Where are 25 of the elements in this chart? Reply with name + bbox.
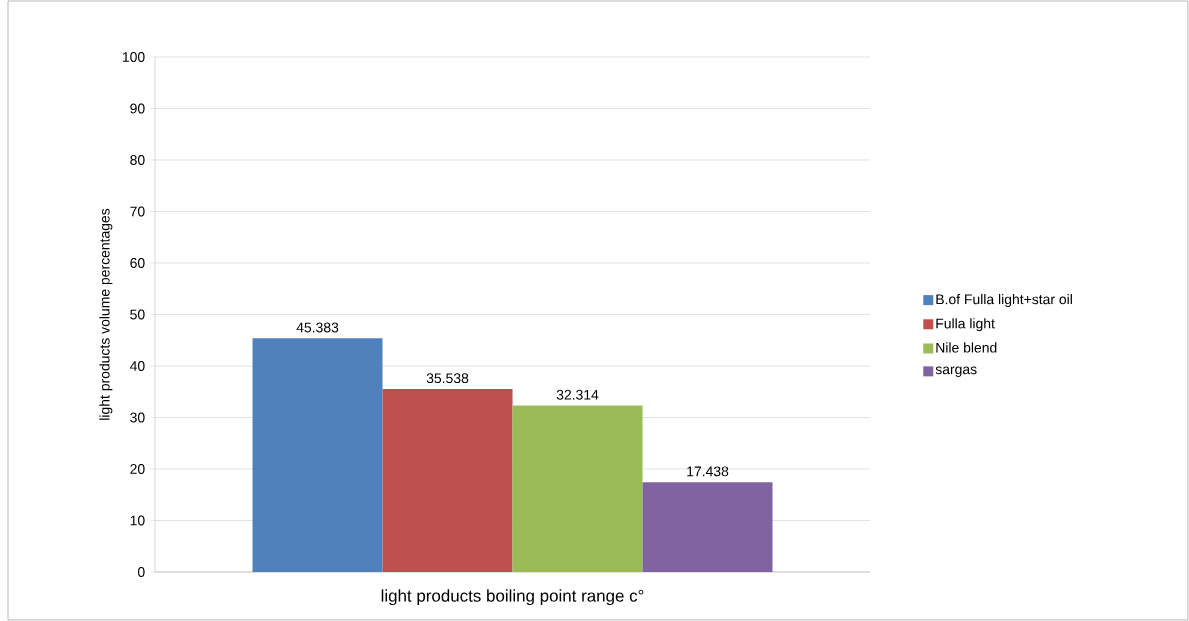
y-tick-label: 50: [130, 309, 145, 320]
data-label: 17.438: [687, 466, 729, 477]
bar: [252, 338, 383, 572]
y-tick-label: 60: [130, 258, 145, 268]
y-tick-label: 70: [130, 206, 145, 217]
legend-label: B.of Fulla light+star oil: [936, 294, 1072, 307]
y-tick-label: 40: [129, 361, 145, 371]
bar: [382, 388, 513, 572]
y-tick-label: 80: [130, 155, 145, 165]
legend-label: Nile blend: [936, 342, 997, 353]
legend-label: Fulla light: [936, 318, 995, 332]
x-axis-title: light products boiling point range c°: [381, 589, 644, 606]
y-axis-title: light products volume percentages: [99, 208, 113, 420]
legend-label: sargas: [935, 366, 977, 377]
bar: [642, 482, 773, 572]
data-label: 35.538: [426, 373, 469, 384]
bar: [512, 405, 643, 572]
y-tick-label: 0: [137, 567, 145, 577]
y-tick-label: 100: [122, 52, 145, 62]
data-label: 32.314: [556, 389, 599, 400]
y-tick-label: 10: [130, 515, 145, 526]
y-tick-label: 20: [130, 464, 145, 474]
y-tick-label: 90: [130, 103, 145, 114]
y-tick-label: 30: [130, 412, 145, 423]
data-label: 45.383: [296, 322, 339, 333]
